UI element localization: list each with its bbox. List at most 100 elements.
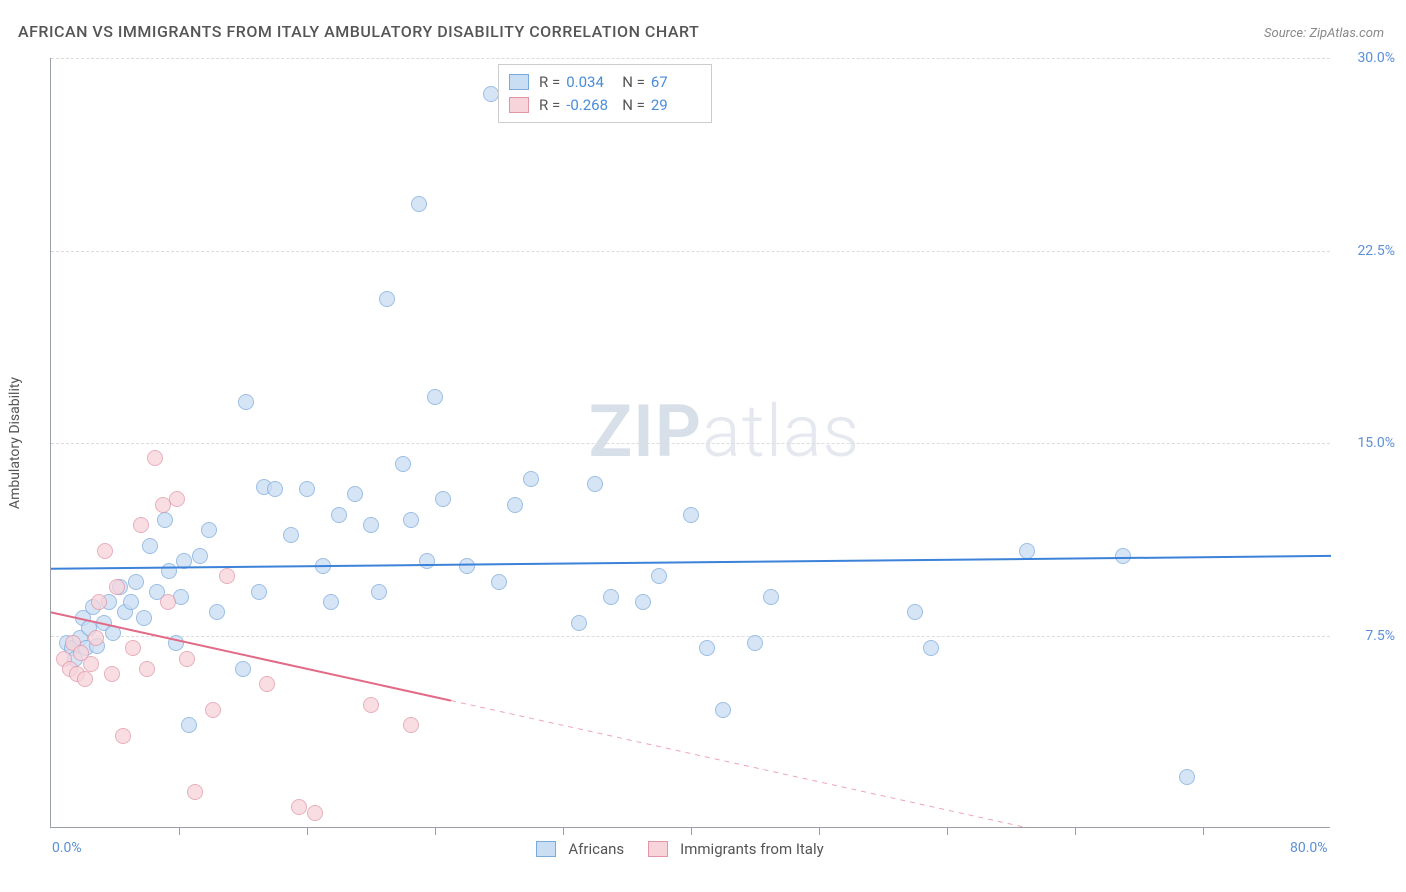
scatter-point bbox=[315, 558, 331, 574]
scatter-point bbox=[699, 640, 715, 656]
scatter-point bbox=[1019, 543, 1035, 559]
scatter-point bbox=[181, 717, 197, 733]
scatter-point bbox=[201, 522, 217, 538]
bottom-legend-label: Immigrants from Italy bbox=[680, 840, 824, 858]
stat-n-label: N = bbox=[622, 94, 645, 117]
chart-container: AFRICAN VS IMMIGRANTS FROM ITALY AMBULAT… bbox=[0, 0, 1406, 892]
scatter-point bbox=[109, 579, 125, 595]
x-tick bbox=[1203, 827, 1204, 835]
scatter-point bbox=[192, 548, 208, 564]
scatter-point bbox=[923, 640, 939, 656]
source-label: Source: bbox=[1264, 26, 1306, 41]
x-tick bbox=[947, 827, 948, 835]
scatter-point bbox=[142, 538, 158, 554]
grid-line bbox=[51, 58, 1330, 59]
bottom-legend-item: Africans bbox=[536, 840, 624, 858]
legend-swatch bbox=[648, 841, 668, 857]
scatter-point bbox=[128, 574, 144, 590]
scatter-point bbox=[235, 661, 251, 677]
scatter-point bbox=[251, 584, 267, 600]
scatter-point bbox=[379, 291, 395, 307]
scatter-point bbox=[395, 456, 411, 472]
scatter-point bbox=[763, 589, 779, 605]
scatter-point bbox=[307, 805, 323, 821]
scatter-point bbox=[115, 728, 131, 744]
scatter-point bbox=[747, 635, 763, 651]
scatter-point bbox=[435, 491, 451, 507]
watermark-atlas: atlas bbox=[702, 389, 860, 474]
y-tick-label: 15.0% bbox=[1357, 435, 1395, 451]
scatter-point bbox=[419, 553, 435, 569]
x-tick bbox=[1075, 827, 1076, 835]
scatter-point bbox=[587, 476, 603, 492]
scatter-point bbox=[91, 594, 107, 610]
legend-swatch bbox=[536, 841, 556, 857]
x-tick bbox=[563, 827, 564, 835]
stat-r-value: 0.034 bbox=[566, 71, 616, 94]
scatter-point bbox=[168, 635, 184, 651]
scatter-point bbox=[125, 640, 141, 656]
chart-title: AFRICAN VS IMMIGRANTS FROM ITALY AMBULAT… bbox=[18, 22, 699, 41]
scatter-point bbox=[403, 512, 419, 528]
scatter-point bbox=[635, 594, 651, 610]
stats-legend-row: R = -0.268 N = 29 bbox=[509, 94, 701, 117]
scatter-point bbox=[259, 676, 275, 692]
scatter-point bbox=[715, 702, 731, 718]
scatter-point bbox=[161, 563, 177, 579]
scatter-point bbox=[411, 196, 427, 212]
scatter-point bbox=[136, 610, 152, 626]
scatter-point bbox=[147, 450, 163, 466]
scatter-point bbox=[97, 543, 113, 559]
scatter-point bbox=[169, 491, 185, 507]
x-tick bbox=[435, 827, 436, 835]
y-tick-label: 30.0% bbox=[1357, 50, 1395, 66]
y-axis-title: Ambulatory Disability bbox=[7, 377, 23, 509]
stat-n-value: 29 bbox=[651, 94, 701, 117]
scatter-point bbox=[209, 604, 225, 620]
stats-legend: R = 0.034N = 67R = -0.268 N = 29 bbox=[498, 64, 712, 123]
stat-n-value: 67 bbox=[651, 71, 701, 94]
watermark-zip: ZIP bbox=[589, 389, 702, 474]
legend-swatch bbox=[509, 74, 529, 90]
bottom-legend: Africans Immigrants from Italy bbox=[536, 840, 823, 858]
stat-r-value: -0.268 bbox=[566, 94, 616, 117]
scatter-point bbox=[363, 697, 379, 713]
y-tick-label: 7.5% bbox=[1365, 628, 1395, 644]
scatter-point bbox=[483, 86, 499, 102]
scatter-point bbox=[331, 507, 347, 523]
scatter-point bbox=[104, 666, 120, 682]
scatter-point bbox=[219, 568, 235, 584]
scatter-point bbox=[160, 594, 176, 610]
x-tick bbox=[691, 827, 692, 835]
scatter-point bbox=[363, 517, 379, 533]
scatter-point bbox=[123, 594, 139, 610]
legend-swatch bbox=[509, 97, 529, 113]
stats-legend-row: R = 0.034N = 67 bbox=[509, 71, 701, 94]
stat-r-label: R = bbox=[539, 94, 560, 117]
scatter-point bbox=[651, 568, 667, 584]
scatter-point bbox=[523, 471, 539, 487]
y-tick-label: 22.5% bbox=[1357, 243, 1395, 259]
scatter-point bbox=[283, 527, 299, 543]
scatter-point bbox=[491, 574, 507, 590]
source-name: ZipAtlas.com bbox=[1309, 26, 1384, 41]
source-attribution: Source: ZipAtlas.com bbox=[1264, 26, 1384, 41]
x-tick bbox=[179, 827, 180, 835]
grid-line bbox=[51, 251, 1330, 252]
scatter-point bbox=[683, 507, 699, 523]
scatter-point bbox=[176, 553, 192, 569]
grid-line bbox=[51, 636, 1330, 637]
x-tick bbox=[307, 827, 308, 835]
scatter-point bbox=[347, 486, 363, 502]
watermark: ZIPatlas bbox=[589, 389, 861, 474]
stat-r-label: R = bbox=[539, 71, 560, 94]
scatter-point bbox=[105, 625, 121, 641]
x-tick bbox=[819, 827, 820, 835]
scatter-point bbox=[238, 394, 254, 410]
scatter-point bbox=[603, 589, 619, 605]
scatter-point bbox=[83, 656, 99, 672]
scatter-point bbox=[1115, 548, 1131, 564]
bottom-legend-label: Africans bbox=[568, 840, 624, 858]
scatter-point bbox=[403, 717, 419, 733]
scatter-point bbox=[157, 512, 173, 528]
